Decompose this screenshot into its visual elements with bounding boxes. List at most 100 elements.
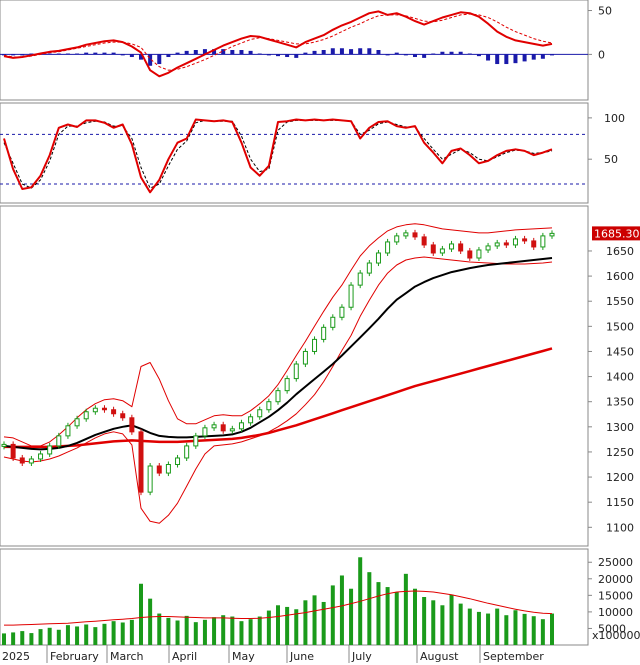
volume-bar bbox=[339, 575, 344, 645]
volume-bar bbox=[11, 632, 16, 645]
month-label-8: September bbox=[483, 650, 544, 663]
candle-body bbox=[449, 243, 455, 250]
macd-histogram-bar bbox=[47, 53, 52, 55]
macd-histogram-bar bbox=[458, 51, 463, 55]
macd-histogram-bar bbox=[531, 54, 536, 60]
candle-body bbox=[74, 418, 80, 427]
candle-body bbox=[430, 244, 436, 254]
candle-body bbox=[111, 409, 117, 415]
candle-body bbox=[540, 235, 546, 248]
candle-body bbox=[522, 238, 528, 242]
long-moving-average-line bbox=[4, 347, 553, 449]
month-label-3: April bbox=[172, 650, 197, 663]
macd-histogram-bar bbox=[157, 54, 162, 65]
volume-bar bbox=[2, 633, 6, 645]
volume-bar bbox=[47, 627, 52, 645]
macd-histogram-bar bbox=[312, 50, 317, 55]
volume-bar bbox=[303, 600, 308, 645]
candle-body bbox=[458, 243, 464, 252]
candle-body bbox=[439, 248, 445, 254]
volume-bar bbox=[56, 629, 61, 645]
stochastic-line bbox=[3, 118, 553, 194]
candle-body bbox=[549, 232, 555, 237]
macd-histogram-bar bbox=[20, 54, 25, 56]
price-tick-label-7: 1300 bbox=[606, 421, 634, 434]
candle-body bbox=[476, 249, 482, 259]
candle-body bbox=[92, 407, 98, 413]
candle-body bbox=[375, 252, 381, 264]
volume-bar bbox=[431, 600, 436, 645]
month-label-6: July bbox=[351, 650, 372, 663]
volume-bar bbox=[129, 619, 134, 645]
candle-body bbox=[385, 241, 391, 254]
macd-histogram-bar bbox=[248, 50, 253, 55]
month-label-2: March bbox=[110, 650, 144, 663]
macd-histogram-bar bbox=[376, 50, 381, 55]
volume-bar bbox=[349, 588, 354, 645]
candle-body bbox=[257, 409, 263, 418]
chart-marks: 50 0 100 50 1650 1600 1550 1500 1450 1400 1350 1300… bbox=[0, 5, 640, 663]
candle-body bbox=[512, 238, 518, 246]
candle-body bbox=[485, 245, 491, 251]
volume-bar bbox=[385, 587, 390, 645]
macd-tick-label-0: 50 bbox=[598, 5, 612, 18]
volume-bar bbox=[257, 616, 262, 645]
macd-histogram-bar bbox=[367, 48, 372, 55]
candle-body bbox=[101, 407, 107, 411]
volume-bar bbox=[221, 615, 226, 645]
macd-histogram-bar bbox=[330, 48, 335, 55]
macd-signal-line bbox=[3, 13, 553, 71]
candle-body bbox=[147, 465, 153, 493]
macd-histogram-bar bbox=[339, 48, 344, 55]
volume-bar bbox=[531, 616, 536, 645]
macd-histogram-bar bbox=[449, 51, 454, 55]
macd-histogram-bar bbox=[550, 54, 554, 56]
volume-bar bbox=[139, 583, 143, 645]
macd-histogram-bar bbox=[148, 54, 153, 66]
price-tick-label-0: 1650 bbox=[606, 245, 634, 258]
candle-body bbox=[1, 443, 7, 447]
candle-body bbox=[339, 306, 345, 318]
candle-body bbox=[47, 445, 53, 455]
volume-bar bbox=[440, 605, 445, 645]
volume-bar bbox=[75, 626, 80, 645]
volume-tick-label-2: 15000 bbox=[598, 589, 633, 602]
candle-body bbox=[412, 232, 418, 238]
price-tick-label-3: 1500 bbox=[606, 320, 634, 333]
volume-bar bbox=[184, 615, 189, 645]
macd-histogram-bar bbox=[358, 48, 363, 55]
candle-body bbox=[129, 417, 135, 433]
macd-histogram-bar bbox=[111, 52, 116, 55]
volume-bar bbox=[84, 624, 89, 645]
candle-body bbox=[366, 262, 372, 274]
volume-bar bbox=[285, 606, 290, 645]
volume-bar bbox=[403, 573, 408, 645]
price-tick-label-6: 1350 bbox=[606, 396, 634, 409]
volume-bar bbox=[449, 594, 454, 645]
volume-bar bbox=[550, 613, 554, 645]
volume-bar bbox=[230, 616, 235, 645]
candle-body bbox=[229, 428, 235, 432]
volume-bar bbox=[276, 605, 280, 645]
macd-histogram-bar bbox=[476, 54, 481, 57]
macd-histogram-bar bbox=[504, 54, 509, 65]
macd-histogram-bar bbox=[2, 54, 6, 56]
short-moving-average-line bbox=[3, 257, 553, 451]
candle-body bbox=[19, 457, 25, 464]
macd-histogram-bar bbox=[522, 54, 527, 62]
volume-bar bbox=[458, 603, 463, 645]
volume-bar bbox=[175, 620, 180, 645]
macd-panel bbox=[0, 0, 589, 101]
candle-body bbox=[184, 445, 190, 459]
price-tick-label-8: 1250 bbox=[606, 446, 634, 459]
candle-body bbox=[193, 435, 199, 447]
month-label-1: February bbox=[50, 650, 99, 663]
macd-histogram-bar bbox=[257, 53, 262, 55]
candle-body bbox=[266, 401, 272, 411]
candle-body bbox=[321, 326, 327, 340]
price-tick-label-2: 1550 bbox=[606, 295, 634, 308]
macd-histogram-bar bbox=[120, 54, 125, 56]
volume-bar bbox=[522, 613, 527, 645]
volume-tick-label-0: 25000 bbox=[598, 556, 633, 569]
candle-body bbox=[202, 427, 208, 437]
